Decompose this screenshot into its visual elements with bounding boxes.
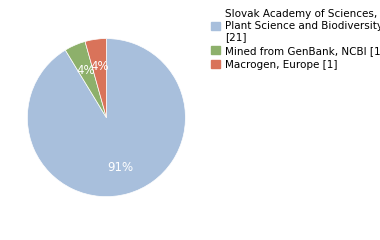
Text: 91%: 91%: [107, 161, 133, 174]
Text: 4%: 4%: [90, 60, 109, 73]
Wedge shape: [27, 39, 185, 197]
Wedge shape: [65, 42, 106, 118]
Text: 4%: 4%: [77, 64, 95, 77]
Wedge shape: [85, 39, 106, 118]
Legend: Slovak Academy of Sciences,
Plant Science and Biodiversity...
[21], Mined from G: Slovak Academy of Sciences, Plant Scienc…: [211, 8, 380, 71]
